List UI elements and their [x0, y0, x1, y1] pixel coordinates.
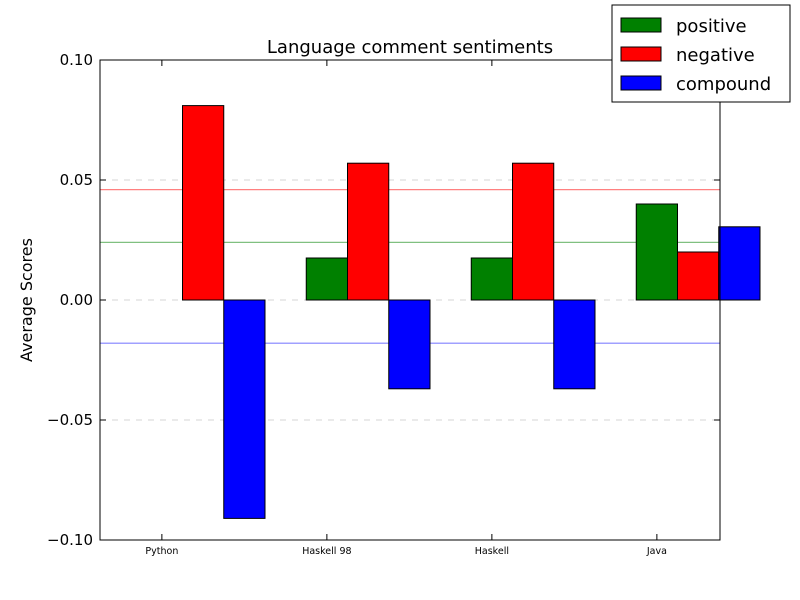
legend-label-negative: negative	[676, 45, 755, 66]
legend-swatch-negative	[620, 46, 662, 62]
bar-negative-haskell-98	[347, 162, 390, 301]
legend-label-compound: compound	[676, 74, 771, 95]
bar-positive-java	[635, 203, 678, 301]
legend: positive negative compound	[611, 4, 791, 103]
bar-negative-java	[677, 251, 720, 301]
chart-title: Language comment sentiments	[267, 37, 553, 58]
x-tick-label-java: Java	[646, 546, 667, 557]
bar-compound-haskell	[553, 299, 596, 390]
bar-compound-haskell-98	[388, 299, 431, 390]
legend-label-positive: positive	[676, 16, 747, 37]
x-tick-label-haskell-98: Haskell 98	[302, 546, 351, 557]
x-tick-label-haskell: Haskell	[475, 546, 509, 557]
y-tick-label: −0.05	[47, 411, 93, 429]
y-axis-label: Average Scores	[17, 238, 36, 362]
bar-positive-haskell-98	[305, 257, 348, 301]
bar-compound-java	[718, 226, 761, 301]
y-tick-label: 0.05	[60, 171, 93, 189]
bar-negative-haskell	[512, 162, 555, 301]
bar-positive-haskell	[470, 257, 513, 301]
legend-swatch-compound	[620, 75, 662, 91]
bar-compound-python	[223, 299, 266, 519]
x-tick-label-python: Python	[145, 546, 178, 557]
y-tick-label: 0.10	[60, 51, 93, 69]
y-tick-label: −0.10	[47, 531, 93, 549]
bar-negative-python	[182, 105, 225, 301]
y-tick-label: 0.00	[60, 291, 93, 309]
legend-swatch-positive	[620, 17, 662, 33]
